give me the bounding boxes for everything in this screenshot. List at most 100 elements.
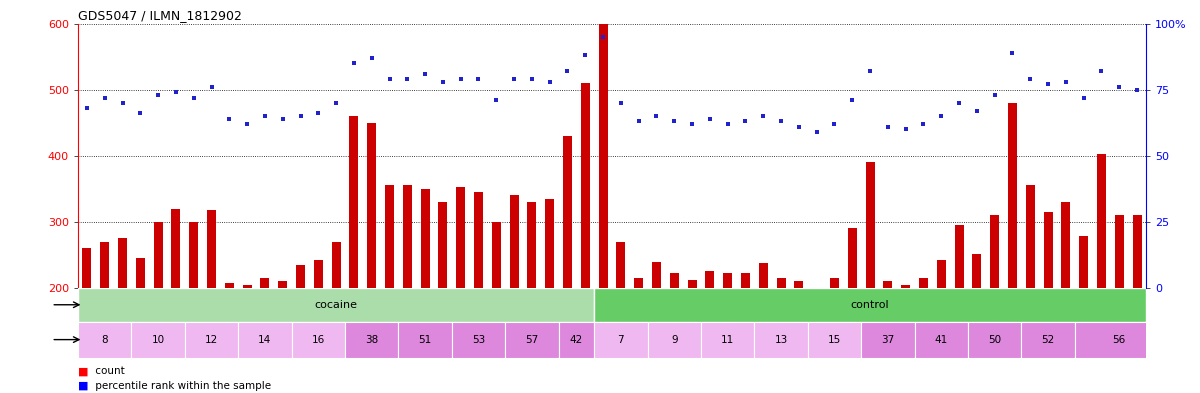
Point: [290, 113, 310, 119]
Bar: [78, 321, 131, 358]
Point: [522, 76, 541, 82]
Text: percentile rank within the sample: percentile rank within the sample: [92, 381, 271, 391]
Bar: [260, 278, 269, 288]
Point: [914, 121, 934, 127]
Text: 53: 53: [472, 334, 485, 345]
Bar: [865, 162, 875, 288]
Bar: [968, 321, 1021, 358]
Text: 10: 10: [151, 334, 164, 345]
Point: [558, 68, 577, 74]
Bar: [154, 222, 162, 288]
Bar: [617, 242, 625, 288]
Text: cocaine: cocaine: [314, 300, 358, 310]
Bar: [528, 202, 536, 288]
Point: [1128, 86, 1147, 93]
Bar: [648, 321, 701, 358]
Point: [415, 71, 434, 77]
Bar: [385, 185, 394, 288]
Bar: [172, 209, 180, 288]
Text: 7: 7: [618, 334, 624, 345]
Text: 38: 38: [365, 334, 378, 345]
Point: [487, 97, 506, 103]
Bar: [1097, 154, 1106, 288]
Bar: [706, 272, 714, 288]
Text: 51: 51: [419, 334, 432, 345]
Text: count: count: [92, 366, 125, 376]
Point: [611, 100, 630, 106]
Point: [1110, 84, 1129, 90]
Point: [504, 76, 523, 82]
Bar: [652, 261, 661, 288]
Bar: [492, 222, 500, 288]
Text: 16: 16: [312, 334, 325, 345]
Bar: [990, 215, 1000, 288]
Bar: [670, 274, 679, 288]
Bar: [367, 123, 376, 288]
Bar: [688, 280, 696, 288]
Point: [540, 79, 559, 85]
Bar: [136, 258, 145, 288]
Bar: [78, 288, 594, 321]
Bar: [758, 263, 768, 288]
Bar: [510, 195, 518, 288]
Point: [238, 121, 257, 127]
Bar: [558, 321, 594, 358]
Point: [790, 123, 809, 130]
Point: [576, 52, 595, 59]
Text: ■: ■: [78, 366, 89, 376]
Text: 37: 37: [881, 334, 894, 345]
Bar: [314, 259, 323, 288]
Text: 9: 9: [671, 334, 678, 345]
Bar: [505, 321, 558, 358]
Bar: [1115, 215, 1123, 288]
Point: [469, 76, 488, 82]
Point: [665, 118, 684, 125]
Bar: [594, 321, 648, 358]
Point: [149, 92, 168, 98]
Bar: [132, 321, 185, 358]
Bar: [421, 189, 430, 288]
Point: [202, 84, 221, 90]
Point: [113, 100, 132, 106]
Bar: [755, 321, 808, 358]
Bar: [456, 187, 466, 288]
Point: [451, 76, 470, 82]
Text: 56: 56: [1112, 334, 1126, 345]
Point: [772, 118, 791, 125]
Point: [167, 89, 186, 95]
Bar: [808, 321, 862, 358]
Bar: [545, 199, 554, 288]
Point: [896, 126, 916, 132]
Bar: [742, 274, 750, 288]
Text: 13: 13: [774, 334, 787, 345]
Bar: [349, 116, 359, 288]
Point: [967, 108, 986, 114]
Bar: [474, 192, 482, 288]
Point: [647, 113, 666, 119]
Bar: [1133, 215, 1141, 288]
Point: [344, 60, 364, 66]
Text: 41: 41: [935, 334, 948, 345]
Bar: [635, 278, 643, 288]
Point: [594, 34, 613, 40]
Bar: [1008, 103, 1016, 288]
Bar: [563, 136, 572, 288]
Bar: [1044, 212, 1052, 288]
Bar: [451, 321, 505, 358]
Point: [736, 118, 755, 125]
Point: [878, 123, 898, 130]
Bar: [1021, 321, 1075, 358]
Point: [1074, 94, 1093, 101]
Bar: [224, 283, 234, 288]
Text: GDS5047 / ILMN_1812902: GDS5047 / ILMN_1812902: [78, 9, 242, 22]
Text: 50: 50: [988, 334, 1001, 345]
Text: 57: 57: [526, 334, 539, 345]
Bar: [594, 288, 1146, 321]
Point: [754, 113, 773, 119]
Point: [824, 121, 844, 127]
Point: [1021, 76, 1040, 82]
Point: [931, 113, 950, 119]
Point: [95, 94, 114, 101]
Bar: [581, 83, 589, 288]
Bar: [1079, 236, 1088, 288]
